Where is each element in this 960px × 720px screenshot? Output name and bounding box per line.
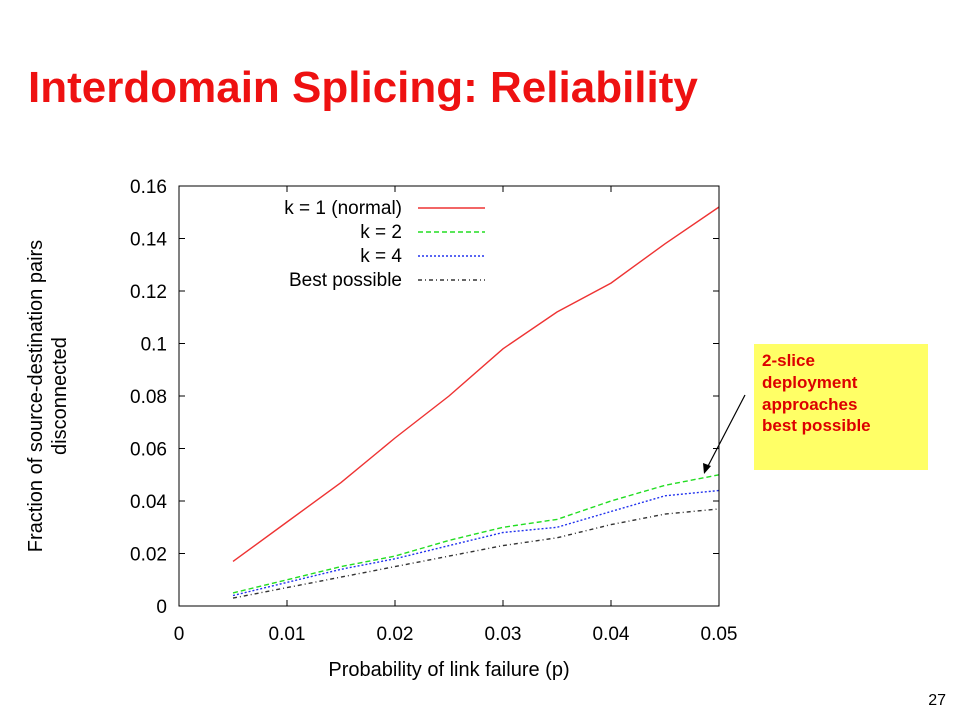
- callout-line: deployment: [762, 372, 858, 392]
- callout-line: approaches: [762, 394, 858, 414]
- legend: k = 1 (normal) k = 2 k = 4 Best possible: [284, 198, 485, 291]
- x-tick-label: 0.05: [701, 624, 738, 645]
- legend-label: k = 4: [360, 246, 402, 267]
- y-tick-label: 0.16: [130, 177, 167, 198]
- annotation-callout: 2-slice deployment approaches best possi…: [754, 344, 928, 470]
- y-tick-label: 0.08: [130, 387, 167, 408]
- legend-label: Best possible: [289, 270, 402, 291]
- callout-arrowhead: [703, 463, 711, 474]
- x-tick-label: 0: [174, 624, 185, 645]
- series-line-2: [232, 474, 720, 594]
- series-lines: [232, 206, 720, 599]
- x-tick-label: 0.04: [593, 624, 630, 645]
- y-tick-label: 0.02: [130, 545, 167, 566]
- callout-arrow-shaft: [706, 394, 746, 469]
- x-tick-label: 0.01: [269, 624, 306, 645]
- series-line-3: [232, 489, 720, 597]
- plot-frame: [178, 185, 720, 607]
- y-axis-label-line2: disconnected: [49, 337, 71, 455]
- slide-title: Interdomain Splicing: Reliability: [28, 63, 698, 112]
- y-axis-label-line1: Fraction of source-destination pairs: [25, 240, 47, 552]
- x-tick-label: 0.02: [377, 624, 414, 645]
- y-tick-label: 0.06: [130, 440, 167, 461]
- y-tick-label: 0.14: [130, 230, 167, 251]
- legend-label: k = 2: [360, 222, 402, 243]
- y-axis-ticks: 0 0.02 0.04 0.06 0.08 0.1 0.12 0.14 0.16: [130, 177, 719, 618]
- page-number: 27: [928, 692, 946, 709]
- x-axis-label: Probability of link failure (p): [328, 659, 569, 681]
- x-tick-label: 0.03: [485, 624, 522, 645]
- y-tick-label: 0.12: [130, 282, 167, 303]
- callout-line: best possible: [762, 416, 871, 436]
- x-axis-ticks: 0 0.01 0.02 0.03 0.04 0.05: [174, 186, 738, 645]
- y-tick-label: 0.1: [141, 335, 167, 356]
- y-tick-label: 0: [156, 597, 167, 618]
- legend-label: k = 1 (normal): [284, 198, 402, 219]
- series-line-4: [232, 508, 720, 599]
- y-tick-label: 0.04: [130, 492, 167, 513]
- callout-line: 2-slice: [762, 351, 815, 370]
- series-line-1: [232, 206, 720, 562]
